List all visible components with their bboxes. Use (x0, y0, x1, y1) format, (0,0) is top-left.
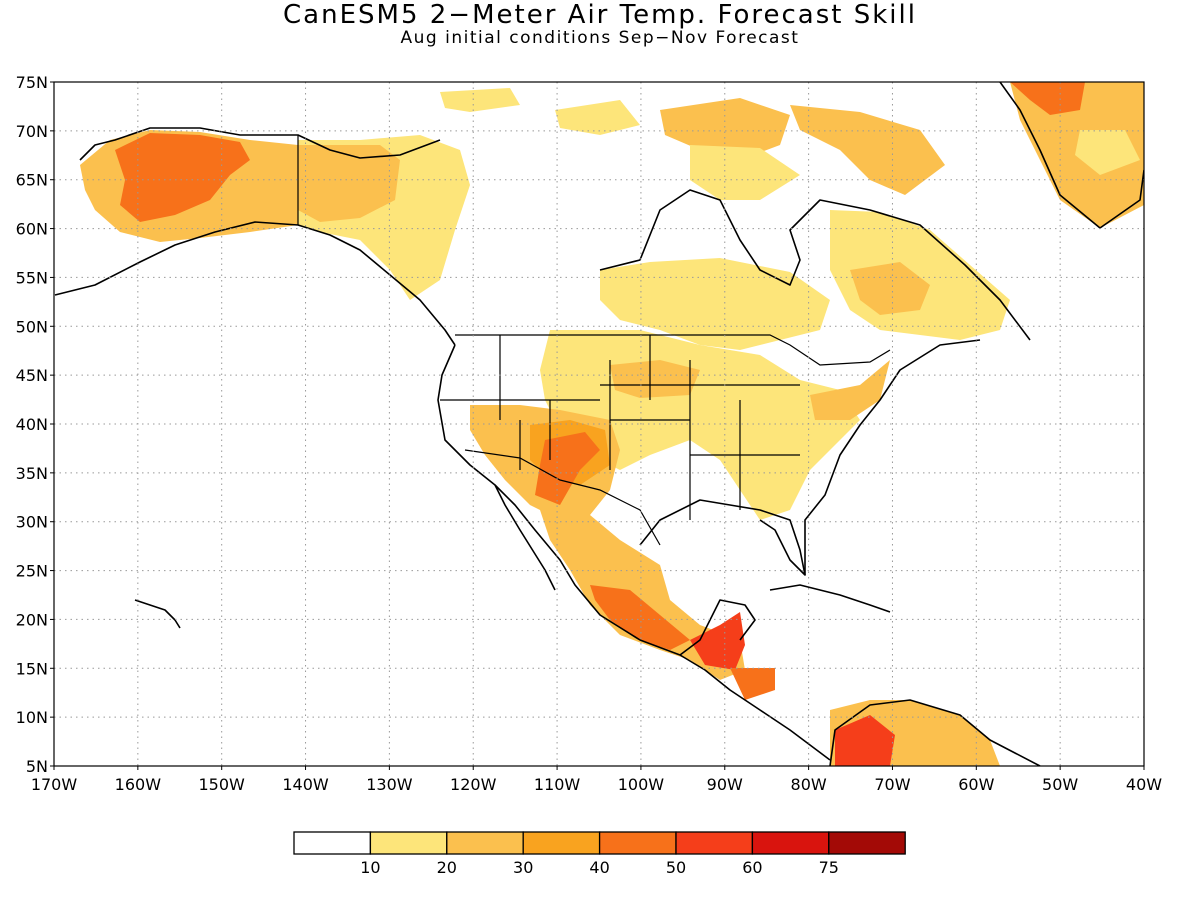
border-us-ca (455, 334, 891, 366)
latitude-labels: 75N 70N 65N 60N 55N 50N 45N 40N 35N 30N 25N 20N 15N 1… (16, 73, 54, 776)
shade-greenland-light (1075, 130, 1140, 175)
lon-tick-label: 90W (707, 775, 743, 794)
legend-swatch (828, 831, 906, 855)
political-borders (297, 135, 891, 546)
lon-tick-label: 70W (874, 775, 910, 794)
lon-tick-label: 60W (958, 775, 994, 794)
lat-tick-label: 20N (16, 610, 48, 629)
coast-alaska-north (79, 127, 441, 161)
coast-greenland (999, 82, 1144, 229)
coast-hudson (599, 189, 1031, 341)
coast-southamerica (829, 699, 1041, 766)
lat-tick-label: 30N (16, 513, 48, 532)
coast-gulf (639, 499, 806, 576)
lat-tick-label: 35N (16, 464, 48, 483)
shade-arctic-4 (790, 105, 945, 195)
lat-tick-label: 5N (26, 757, 48, 776)
shade-honduras (730, 668, 775, 700)
state-lines (440, 335, 800, 520)
coast-yucatan (679, 599, 756, 656)
lon-tick-label: 40W (1126, 775, 1162, 794)
legend-swatch (446, 831, 524, 855)
longitude-labels: 170W 160W 150W 140W 130W 120W 110W 100W 90W 80W 70… (31, 766, 1162, 794)
shade-centralam (690, 612, 745, 670)
shade-4corners-core (535, 432, 600, 505)
legend-label: 40 (589, 858, 609, 877)
shade-arctic-3 (660, 98, 790, 160)
legend-label: 75 (819, 858, 839, 877)
shade-arctic-2 (555, 100, 640, 135)
legend-swatch (522, 831, 601, 855)
map-grid (54, 82, 1144, 766)
lat-tick-label: 15N (16, 659, 48, 678)
legend-swatch (751, 831, 830, 855)
map-subtitle: Aug initial conditions Sep−Nov Forecast (400, 28, 800, 48)
lon-tick-label: 160W (115, 775, 162, 794)
shade-mexico-core (590, 585, 690, 650)
lon-tick-label: 140W (282, 775, 329, 794)
legend-label: 20 (437, 858, 457, 877)
lon-tick-label: 120W (450, 775, 497, 794)
lon-tick-label: 50W (1042, 775, 1078, 794)
lat-tick-label: 55N (16, 268, 48, 287)
coast-cuba (769, 584, 891, 613)
legend-swatch (369, 831, 448, 855)
coast-westcoast (437, 344, 831, 761)
shade-yukon-core (298, 145, 400, 222)
lat-tick-label: 70N (16, 122, 48, 141)
coast-hawaii (134, 599, 181, 629)
map-title: CanESM5 2−Meter Air Temp. Forecast Skill (283, 0, 917, 30)
border-us-mx (464, 449, 661, 546)
shade-colombia-core (835, 715, 895, 766)
legend-label: 50 (666, 858, 686, 877)
lon-tick-label: 170W (31, 775, 78, 794)
lon-tick-label: 80W (791, 775, 827, 794)
lat-tick-label: 25N (16, 562, 48, 581)
shade-mexico (540, 510, 745, 680)
lat-tick-label: 40N (16, 415, 48, 434)
legend-swatch (598, 831, 677, 855)
coast-baja (494, 484, 556, 591)
legend-label: 60 (742, 858, 762, 877)
shade-arctic-1 (440, 88, 520, 112)
shade-greenland-core (1010, 82, 1085, 115)
coast-atlantic (804, 339, 981, 575)
shade-alaska-core (115, 133, 250, 222)
shade-ontario (600, 258, 830, 350)
shade-northeast (810, 360, 890, 420)
lon-tick-label: 100W (618, 775, 665, 794)
lat-tick-label: 65N (16, 171, 48, 190)
lon-tick-label: 130W (366, 775, 413, 794)
color-legend: 10 20 30 40 50 60 75 (293, 831, 906, 877)
lon-tick-label: 110W (534, 775, 581, 794)
legend-swatch (675, 831, 754, 855)
legend-label: 30 (513, 858, 533, 877)
lon-tick-label: 150W (199, 775, 246, 794)
lat-tick-label: 60N (16, 220, 48, 239)
shade-nebraska (610, 360, 700, 398)
legend-label: 10 (360, 858, 380, 877)
shade-arctic-5 (690, 145, 800, 200)
lat-tick-label: 45N (16, 366, 48, 385)
lat-tick-label: 75N (16, 73, 48, 92)
lat-tick-label: 50N (16, 317, 48, 336)
shade-quebec-core (850, 262, 930, 315)
lat-tick-label: 10N (16, 708, 48, 727)
legend-swatch (293, 831, 372, 855)
